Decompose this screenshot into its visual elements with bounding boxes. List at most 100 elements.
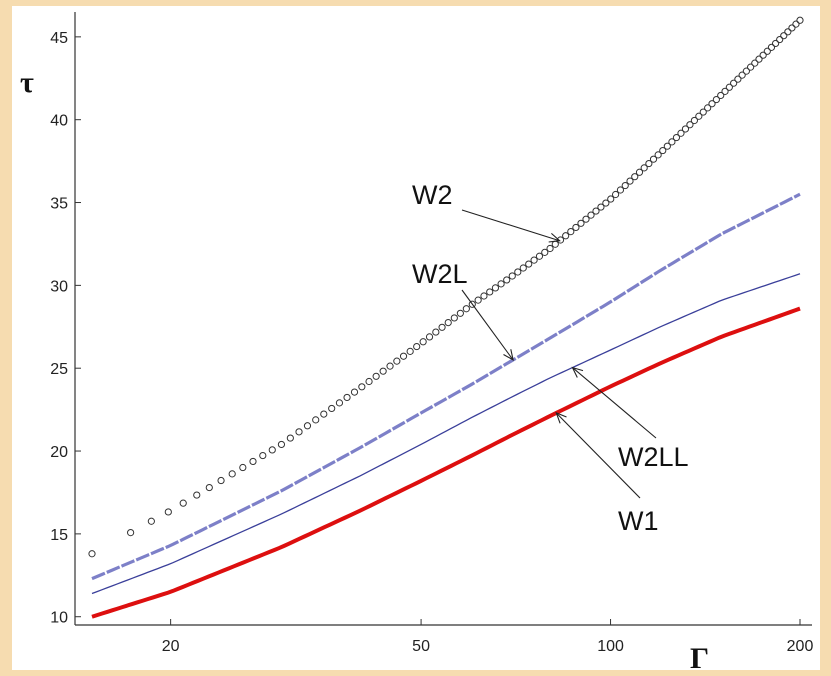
series-w2-point xyxy=(645,159,653,168)
y-tick-label: 15 xyxy=(50,527,68,544)
tick-layer: 10 15 20 25 30 35 40 45 20 50 100 200 xyxy=(50,30,813,655)
series-w2-point xyxy=(771,39,780,48)
annotation-w2l: W2L xyxy=(412,259,514,361)
series-w2-point xyxy=(668,138,676,146)
y-axis-label: τ xyxy=(20,66,34,99)
series-w2-point xyxy=(205,483,213,492)
series-w2-point xyxy=(350,388,359,396)
series-w2-point xyxy=(358,383,366,391)
y-tick-label: 45 xyxy=(50,30,68,47)
series-w2-point xyxy=(792,20,800,28)
series-w2-point xyxy=(519,264,527,272)
series-w2-point xyxy=(611,190,620,199)
series-w2-point xyxy=(486,288,494,296)
series-w2-point xyxy=(372,372,380,380)
series-w2-point xyxy=(468,300,476,308)
series-w2-point xyxy=(734,75,742,83)
series-w2-point xyxy=(763,47,771,55)
series-w2-point xyxy=(631,173,639,181)
series-w2-point xyxy=(399,352,408,360)
y-tick-label: 25 xyxy=(50,361,68,378)
annotation-w2-arrow xyxy=(461,209,560,242)
series-w2-point xyxy=(767,43,776,51)
series-w2-point xyxy=(672,133,681,142)
series-w2-point xyxy=(567,228,575,236)
series-w2-point xyxy=(303,422,312,430)
series-w2-point xyxy=(491,284,500,292)
annotation-w2l-arrowhead xyxy=(503,349,514,361)
series-w2-point xyxy=(690,116,699,125)
series-w2-point xyxy=(425,333,434,341)
series-w2-point xyxy=(717,91,725,100)
annotation-w1: W1 xyxy=(555,411,659,536)
x-axis-label: Γ xyxy=(690,642,709,675)
x-tick-label: 200 xyxy=(787,638,814,655)
series-w2-point xyxy=(286,434,294,442)
series-w2-point xyxy=(268,446,276,454)
series-w2-point xyxy=(582,215,590,223)
series-w2-point xyxy=(535,252,544,260)
series-w2-point xyxy=(788,24,796,32)
series-w2-point xyxy=(747,63,755,71)
series-w2-point xyxy=(438,323,446,331)
series-w2-point xyxy=(277,440,286,449)
series-w2-point xyxy=(419,338,427,346)
series-w2l-line xyxy=(91,192,801,581)
series-w2-point xyxy=(480,292,488,300)
annotation-w1-arrow xyxy=(555,412,641,499)
series-w2-point xyxy=(759,51,767,59)
series-w2-point xyxy=(602,199,610,207)
x-tick-label: 50 xyxy=(412,638,430,655)
y-tick-label: 30 xyxy=(50,278,68,295)
annotation-w2-arrowhead xyxy=(548,232,561,243)
x-tick-label: 100 xyxy=(597,638,624,655)
series-w2-point xyxy=(530,256,538,264)
series-w2-point xyxy=(755,55,763,63)
series-w2-point xyxy=(686,121,694,129)
annotation-w2ll: W2LL xyxy=(571,366,689,472)
annotation-w2l-arrow xyxy=(461,289,514,361)
series-w2-point xyxy=(725,83,733,91)
series-w2-point xyxy=(444,318,452,327)
series-w2-point xyxy=(386,362,394,370)
series-w2-point xyxy=(742,67,750,75)
series-w2-point xyxy=(474,296,482,304)
series-w2-point xyxy=(659,146,667,155)
series-w2-point xyxy=(751,59,759,67)
series-w2-point xyxy=(695,112,703,120)
series-w2-point xyxy=(249,457,257,466)
series-w2-point xyxy=(784,28,792,36)
y-tick-label: 10 xyxy=(50,610,68,627)
series-w2-point xyxy=(681,125,690,133)
series-w2-point xyxy=(780,32,788,40)
annotation-w1-arrowhead xyxy=(555,411,567,424)
annotation-w1-label: W1 xyxy=(618,506,659,536)
series-w2-point xyxy=(704,104,712,112)
y-tick-label: 20 xyxy=(50,444,68,461)
annotation-w2ll-arrowhead xyxy=(571,366,584,378)
series-w1-line xyxy=(91,306,801,619)
series-w2-point xyxy=(406,347,414,355)
series-w2-point xyxy=(607,195,615,203)
series-layer xyxy=(88,16,804,619)
annotation-w2-label: W2 xyxy=(412,180,453,210)
annotation-w2ll-arrow xyxy=(572,367,657,439)
series-w2-point xyxy=(343,393,351,402)
series-w2-point xyxy=(635,168,644,176)
series-w2-point xyxy=(312,416,320,424)
series-w2-point xyxy=(597,203,605,211)
series-w2-point xyxy=(699,108,707,116)
series-w2-markers xyxy=(88,16,804,558)
series-w2-point xyxy=(621,181,629,190)
series-w2-point xyxy=(587,211,595,219)
series-w2-point xyxy=(503,276,511,284)
series-w2ll-line xyxy=(91,273,801,595)
series-w2-point xyxy=(677,129,685,137)
annotation-w2l-label: W2L xyxy=(412,259,468,289)
plot-background xyxy=(12,6,820,670)
series-w2-point xyxy=(164,508,172,516)
series-w2-point xyxy=(462,305,470,313)
x-tick-label: 20 xyxy=(162,638,180,655)
series-w2-point xyxy=(497,280,505,288)
annotation-w2: W2 xyxy=(412,180,561,243)
